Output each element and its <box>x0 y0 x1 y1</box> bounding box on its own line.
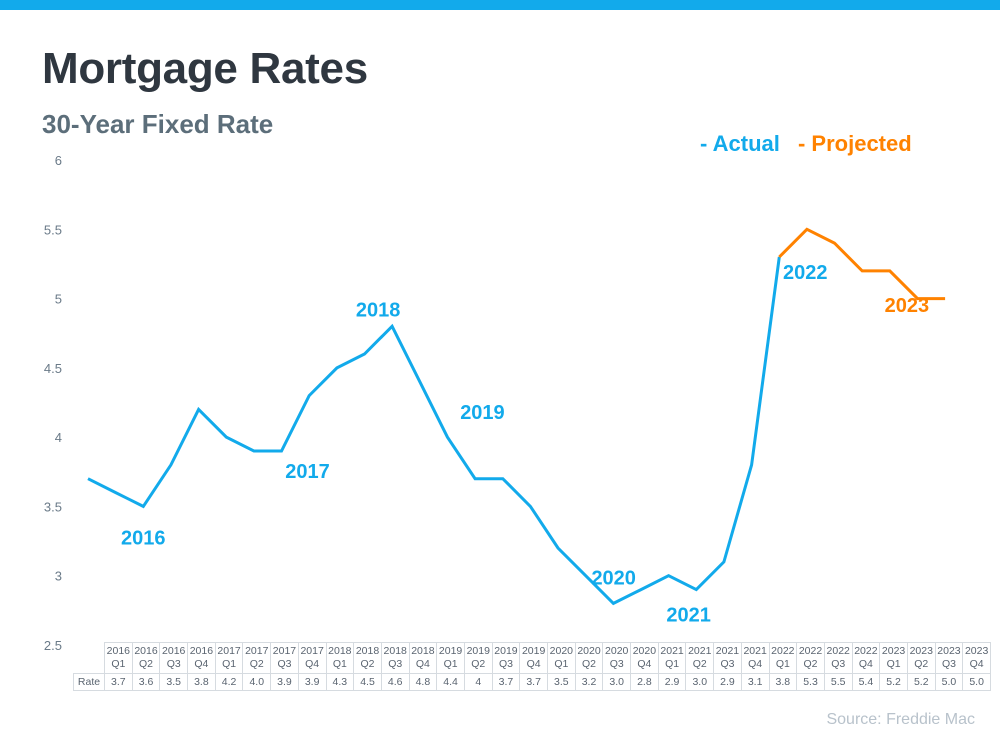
table-rate-cell: 4.3 <box>325 673 355 691</box>
table-rate-cell: 3.0 <box>685 673 715 691</box>
year-annotation: 2021 <box>666 605 711 627</box>
table-header-cell: 2021 Q1 <box>657 642 687 674</box>
table-rate-cell: 3.9 <box>270 673 299 691</box>
table-header-cell: 2020 Q4 <box>630 642 659 674</box>
year-annotation: 2017 <box>285 461 330 483</box>
table-rate-cell: 4 <box>463 673 493 691</box>
table-rate-cell: 3.6 <box>131 673 161 691</box>
table-header-cell: 2022 Q4 <box>851 642 881 674</box>
table-rate-cell: 3.9 <box>297 673 327 691</box>
table-header-cell: 2019 Q2 <box>463 642 493 674</box>
y-tick-label: 5.5 <box>44 222 62 237</box>
table-header-cell: 2022 Q3 <box>823 642 853 674</box>
y-tick-label: 4 <box>55 430 62 445</box>
table-rate-cell: 5.4 <box>851 673 881 691</box>
table-header-cell: 2016 Q2 <box>131 642 161 674</box>
table-rate-cell: 5.0 <box>962 673 991 691</box>
table-header-cell: 2019 Q4 <box>519 642 548 674</box>
y-tick-label: 4.5 <box>44 361 62 376</box>
chart-legend: - Actual - Projected <box>700 131 912 157</box>
table-rate-cell: 3.5 <box>159 673 189 691</box>
table-header-cell: 2018 Q1 <box>325 642 355 674</box>
table-rate-cell: 4.4 <box>436 673 465 691</box>
table-rate-cell: 2.9 <box>657 673 687 691</box>
table-header-cell: 2021 Q4 <box>740 642 770 674</box>
table-header-cell: 2021 Q3 <box>713 642 742 674</box>
legend-actual: - Actual <box>700 131 780 156</box>
table-corner <box>74 643 105 674</box>
table-header-cell: 2022 Q1 <box>768 642 798 674</box>
table-rate-cell: 3.8 <box>768 673 798 691</box>
year-annotation: 2019 <box>460 402 505 424</box>
table-rate-cell: 2.8 <box>630 673 659 691</box>
table-header-cell: 2020 Q3 <box>602 642 632 674</box>
y-tick-label: 2.5 <box>44 638 62 653</box>
table-header-cell: 2016 Q1 <box>104 642 133 674</box>
table-rate-row: Rate 3.7 3.6 3.5 3.8 4.2 4.0 3.9 3.9 4.3 4.5 4.6 4.… <box>73 673 991 691</box>
year-annotation: 2022 <box>783 262 828 284</box>
table-rate-cell: 5.2 <box>879 673 908 691</box>
page-subtitle: 30-Year Fixed Rate <box>42 109 274 139</box>
table-rate-cell: 3.7 <box>519 673 548 691</box>
table-rate-cell: 4.8 <box>408 673 438 691</box>
legend-projected: - Projected <box>797 131 912 156</box>
table-row-label: Rate <box>73 673 105 691</box>
year-annotation: 2016 <box>121 527 166 549</box>
table-header-cell: 2020 Q2 <box>574 642 604 674</box>
table-header-cell: 2017 Q1 <box>214 642 244 674</box>
table-rate-cell: 3.7 <box>491 673 521 691</box>
table-header-cell: 2019 Q1 <box>436 642 465 674</box>
table-header-cell: 2017 Q4 <box>297 642 327 674</box>
table-header-cell: 2018 Q2 <box>353 642 382 674</box>
table-header-cell: 2023 Q1 <box>879 642 908 674</box>
table-header-cell: 2020 Q1 <box>547 642 576 674</box>
table-rate-cell: 5.2 <box>906 673 936 691</box>
table-rate-cell: 4.5 <box>353 673 382 691</box>
series-lines <box>87 227 946 606</box>
y-tick-label: 5 <box>55 292 62 307</box>
table-header-cell: 2016 Q4 <box>187 642 216 674</box>
table-header-row: 2016 Q1 2016 Q2 2016 Q3 2016 Q4 2017 Q1 2017 Q2 2017… <box>74 642 991 674</box>
table-header-cell: 2023 Q4 <box>962 642 991 674</box>
table-rate-cell: 4.0 <box>242 673 272 691</box>
table-rate-cell: 3.7 <box>104 673 133 691</box>
table-rate-cell: 4.6 <box>380 673 410 691</box>
year-annotation: 2020 <box>591 568 636 590</box>
table-header-cell: 2021 Q2 <box>685 642 715 674</box>
top-accent-bar <box>0 0 1000 10</box>
table-rate-cell: 5.5 <box>823 673 853 691</box>
table-header-cell: 2019 Q3 <box>491 642 521 674</box>
series-line-projected <box>778 227 946 301</box>
table-rate-cell: 5.0 <box>934 673 964 691</box>
table-header-cell: 2022 Q2 <box>796 642 825 674</box>
table-header-cell: 2017 Q2 <box>242 642 272 674</box>
year-annotations: 2016 2017 2018 2019 2020 2021 2022 2023 <box>121 262 929 627</box>
table-rate-cell: 5.3 <box>796 673 825 691</box>
table-rate-cell: 3.5 <box>547 673 576 691</box>
table-header-cell: 2017 Q3 <box>270 642 299 674</box>
table-rate-cell: 4.2 <box>214 673 244 691</box>
series-line-actual <box>87 256 781 606</box>
table-header-cell: 2023 Q2 <box>906 642 936 674</box>
table-rate-cell: 2.9 <box>713 673 742 691</box>
table-header-cell: 2018 Q4 <box>408 642 438 674</box>
table-rate-cell: 3.8 <box>187 673 216 691</box>
y-tick-label: 3 <box>55 569 62 584</box>
y-tick-label: 6 <box>55 153 62 168</box>
table-rate-cell: 3.1 <box>740 673 770 691</box>
year-annotation: 2018 <box>356 299 401 321</box>
y-axis: 6 5.5 5 4.5 4 3.5 3 2.5 <box>44 153 62 653</box>
year-annotation: 2023 <box>885 295 930 317</box>
table-rate-cell: 3.0 <box>602 673 632 691</box>
table-rate-cell: 3.2 <box>574 673 604 691</box>
table-header-cell: 2023 Q3 <box>934 642 964 674</box>
data-table: 2016 Q1 2016 Q2 2016 Q3 2016 Q4 2017 Q1 2017 Q2 2017… <box>73 642 991 691</box>
source-note: Source: Freddie Mac <box>826 711 975 728</box>
y-tick-label: 3.5 <box>44 499 62 514</box>
page-title: Mortgage Rates <box>42 44 368 93</box>
table-header-cell: 2016 Q3 <box>159 642 189 674</box>
table-header-cell: 2018 Q3 <box>380 642 410 674</box>
